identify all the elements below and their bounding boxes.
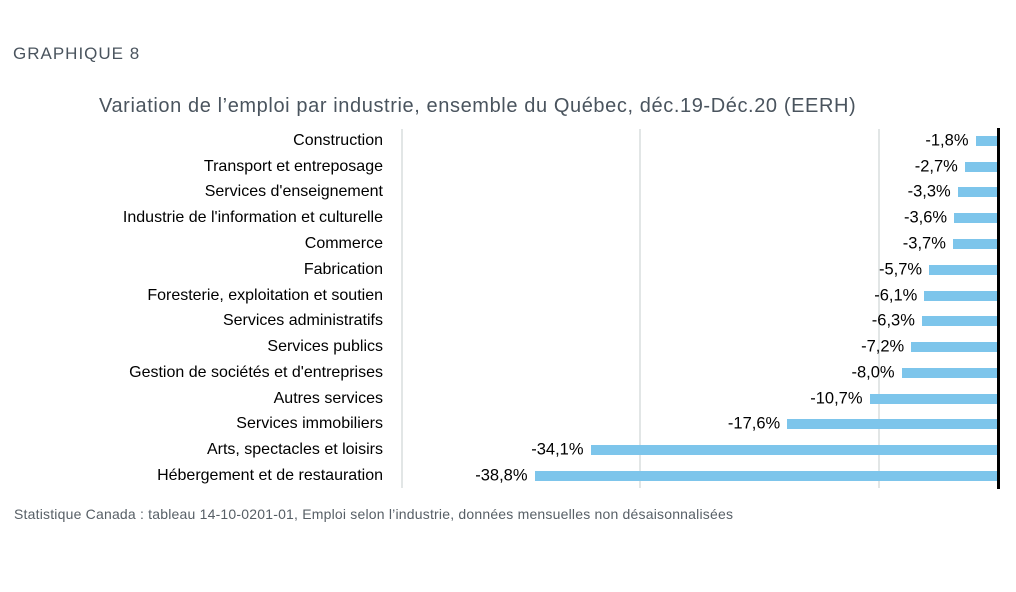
chart-row: Hébergement et de restauration -38,8% — [0, 463, 1001, 489]
category-label: Autres services — [273, 389, 383, 407]
bar-track: -3,7% — [401, 231, 997, 257]
value-label: -8,0% — [851, 363, 895, 382]
value-label: -6,1% — [874, 286, 918, 305]
bar — [924, 290, 997, 301]
bar-track: -38,8% — [401, 463, 997, 489]
chart-row: Services publics -7,2% — [0, 334, 1001, 360]
chart-row: Foresterie, exploitation et soutien -6,1% — [0, 283, 1001, 309]
bar — [787, 419, 997, 430]
bar — [901, 367, 997, 378]
bar — [957, 187, 997, 198]
gridline — [401, 129, 403, 488]
value-label: -2,7% — [914, 157, 958, 176]
value-label: -34,1% — [531, 440, 584, 459]
bar-track: -5,7% — [401, 257, 997, 283]
bar-track: -6,1% — [401, 283, 997, 309]
chart-row: Services administratifs -6,3% — [0, 308, 1001, 334]
page-heading: GRAPHIQUE 8 — [13, 44, 141, 63]
chart-rows: Construction -1,8% Transport et entreposag… — [0, 128, 1001, 489]
category-label: Transport et entreposage — [203, 157, 383, 175]
bar-track: -7,2% — [401, 334, 997, 360]
bar-track: -10,7% — [401, 386, 997, 412]
value-label: -38,8% — [475, 466, 528, 485]
footer-source-note: Statistique Canada : tableau 14-10-0201-… — [14, 506, 734, 522]
bar — [911, 342, 997, 353]
chart: Construction -1,8% Transport et entreposag… — [0, 128, 1001, 489]
category-label: Foresterie, exploitation et soutien — [147, 286, 383, 304]
chart-row: Transport et entreposage -2,7% — [0, 154, 1001, 180]
bar-track: -1,8% — [401, 128, 997, 154]
gridline — [639, 129, 642, 488]
bar-track: -3,3% — [401, 180, 997, 206]
category-label: Construction — [293, 131, 383, 149]
value-label: -7,2% — [861, 337, 905, 356]
category-label: Services administratifs — [222, 312, 383, 330]
bar — [929, 264, 997, 275]
chart-row: Gestion de sociétés et d'entreprises -8,0… — [0, 360, 1001, 386]
value-label: -17,6% — [727, 414, 781, 433]
chart-row: Arts, spectacles et loisirs -34,1% — [0, 437, 1001, 463]
value-label: -3,7% — [902, 234, 946, 253]
bar — [869, 393, 997, 404]
value-label: -1,8% — [925, 131, 969, 150]
bar-track: -34,1% — [401, 437, 997, 463]
category-label: Services d'enseignement — [204, 183, 383, 201]
value-label: -6,3% — [871, 311, 915, 330]
bar-track: -17,6% — [401, 412, 997, 438]
chart-row: Industrie de l'information et culturelle… — [0, 205, 1001, 231]
bar — [975, 135, 997, 146]
chart-row: Construction -1,8% — [0, 128, 1001, 154]
bar — [964, 161, 997, 172]
category-label: Industrie de l'information et culturelle — [122, 209, 383, 227]
bar — [534, 471, 997, 482]
chart-title: Variation de l’emploi par industrie, ens… — [99, 95, 857, 117]
category-label: Fabrication — [303, 260, 383, 278]
bar — [954, 213, 997, 224]
bar-track: -8,0% — [401, 360, 997, 386]
value-label: -10,7% — [810, 389, 863, 408]
bar-track: -6,3% — [401, 308, 997, 334]
bar — [952, 239, 997, 250]
bar — [590, 445, 997, 456]
category-label: Gestion de sociétés et d'entreprises — [129, 363, 383, 381]
value-label: -3,6% — [904, 208, 948, 227]
category-label: Services immobiliers — [236, 415, 383, 433]
chart-row: Services immobiliers -17,6% — [0, 412, 1001, 438]
zero-axis-line — [997, 128, 1000, 489]
chart-row: Services d'enseignement -3,3% — [0, 180, 1001, 206]
value-label: -3,3% — [907, 182, 951, 201]
chart-row: Commerce -3,7% — [0, 231, 1001, 257]
gridline — [877, 129, 880, 488]
category-label: Services publics — [267, 338, 383, 356]
bar — [921, 316, 997, 327]
chart-row: Autres services -10,7% — [0, 386, 1001, 412]
value-label: -5,7% — [879, 260, 923, 279]
category-label: Hébergement et de restauration — [157, 467, 383, 485]
chart-row: Fabrication -5,7% — [0, 257, 1001, 283]
category-label: Commerce — [304, 235, 383, 253]
bar-track: -2,7% — [401, 154, 997, 180]
bar-track: -3,6% — [401, 205, 997, 231]
category-label: Arts, spectacles et loisirs — [206, 441, 383, 459]
